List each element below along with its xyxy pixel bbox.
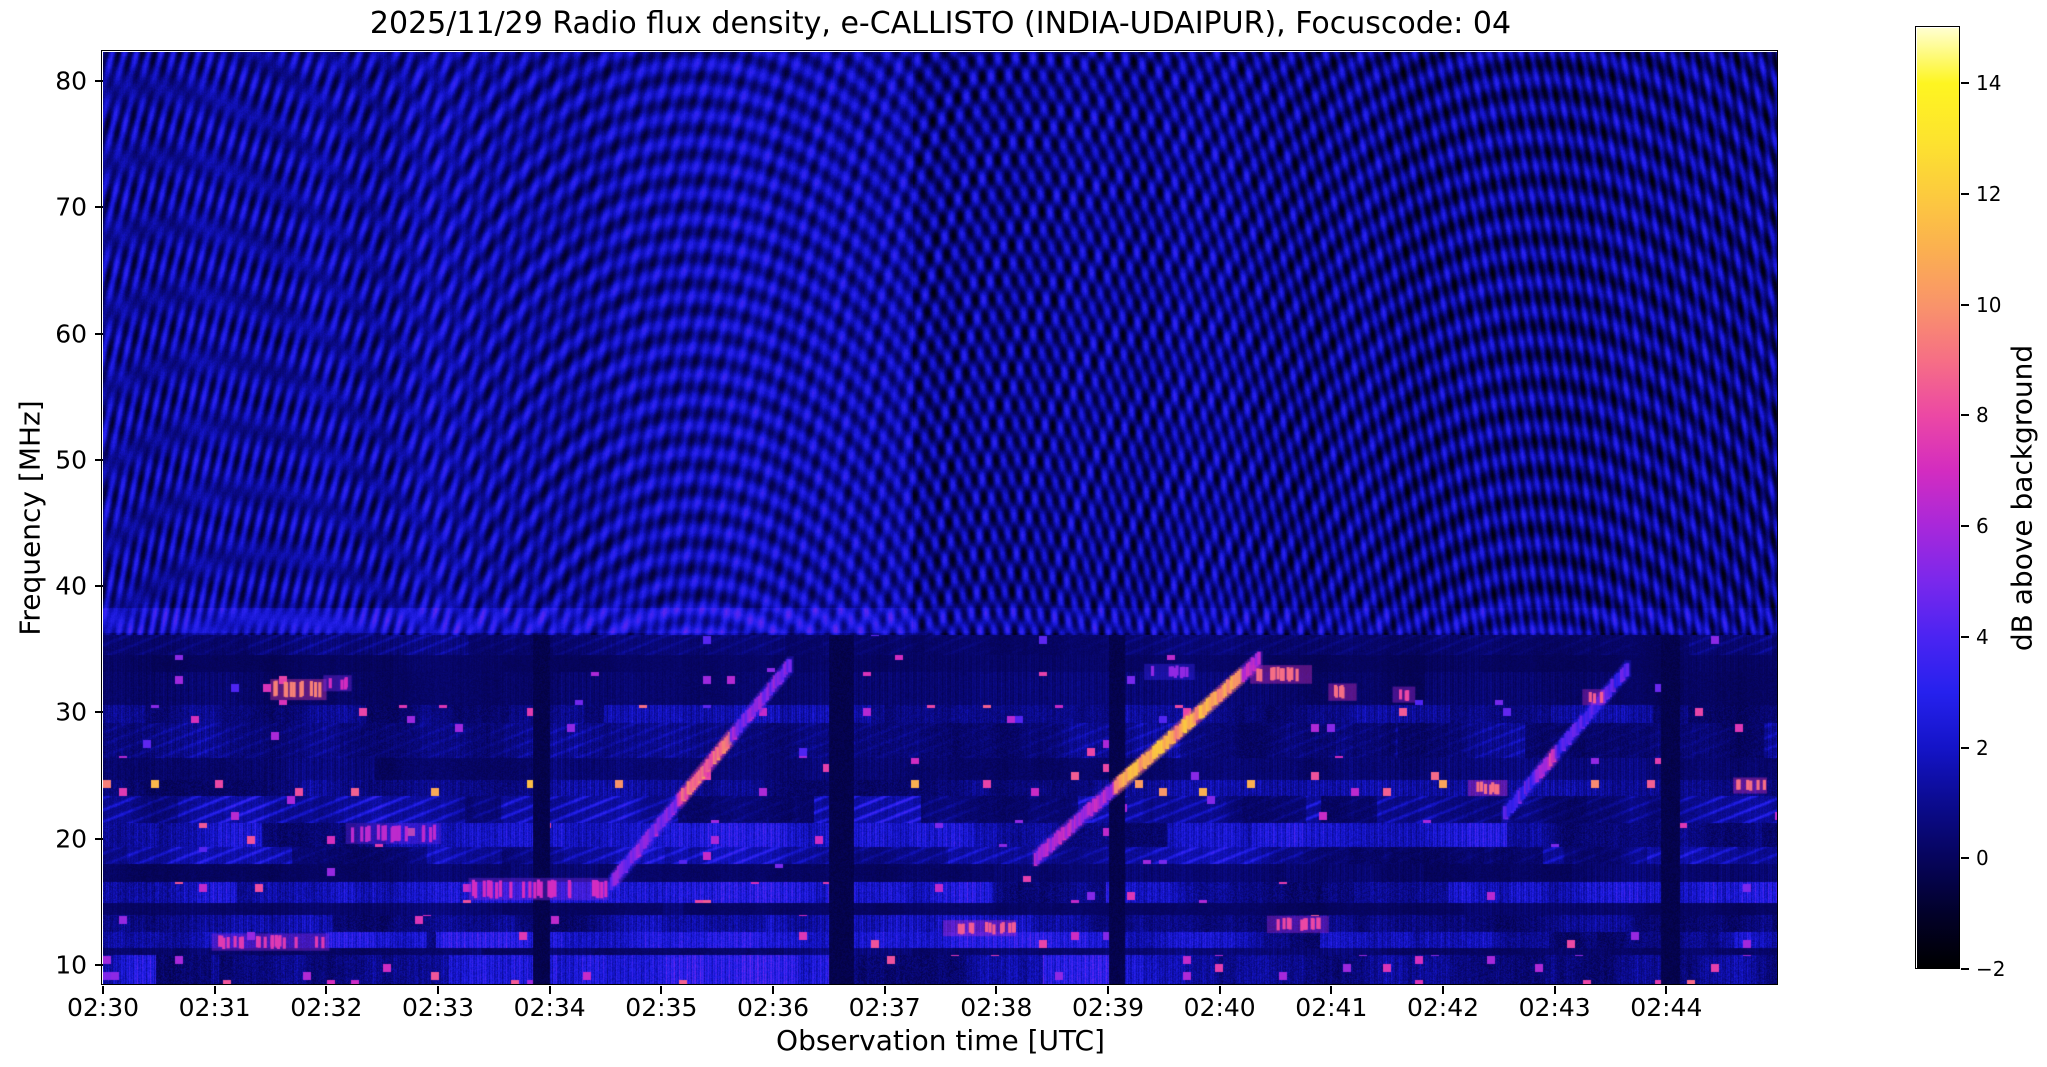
x-tick-label: 02:37 — [848, 993, 921, 1022]
x-tick-mark — [548, 986, 551, 994]
colorbar-tick-label: 10 — [1976, 292, 2002, 317]
y-tick-mark — [95, 458, 103, 461]
y-tick-label: 50 — [55, 445, 87, 475]
x-tick-mark — [102, 986, 104, 994]
y-tick-mark — [95, 711, 103, 714]
y-tick-mark — [95, 963, 103, 966]
colorbar-tick-label: 8 — [1976, 403, 1989, 428]
spectrogram-canvas — [103, 52, 1778, 985]
x-tick-mark — [325, 986, 328, 994]
y-tick-label: 20 — [55, 824, 87, 854]
colorbar-tick-mark — [1961, 193, 1969, 196]
x-tick-mark — [883, 986, 886, 994]
colorbar-tick-mark — [1961, 303, 1969, 306]
colorbar-tick-label: 2 — [1976, 735, 1989, 760]
x-tick-mark — [1665, 986, 1668, 994]
colorbar-tick-mark — [1961, 414, 1969, 417]
x-tick-label: 02:44 — [1630, 993, 1703, 1022]
y-axis-label: Frequency [MHz] — [13, 400, 47, 636]
x-tick-mark — [772, 986, 774, 994]
y-tick-mark — [95, 585, 103, 588]
x-tick-label: 02:41 — [1295, 993, 1368, 1022]
colorbar-tick-label: 12 — [1976, 182, 2002, 207]
colorbar-tick-mark — [1961, 857, 1969, 860]
x-tick-mark — [1442, 986, 1444, 994]
x-tick-mark — [1330, 986, 1333, 994]
x-tick-label: 02:43 — [1518, 993, 1591, 1022]
x-tick-mark — [660, 986, 663, 994]
y-tick-label: 70 — [55, 192, 87, 222]
colorbar-tick-mark — [1961, 635, 1969, 638]
colorbar-tick-mark — [1961, 525, 1969, 528]
colorbar-tick-label: −2 — [1976, 957, 2006, 981]
x-tick-label: 02:33 — [401, 993, 475, 1022]
x-tick-mark — [1107, 986, 1109, 994]
x-tick-label: 02:34 — [513, 993, 586, 1022]
colorbar-tick-mark — [1961, 82, 1969, 85]
x-tick-label: 02:32 — [290, 993, 363, 1022]
x-tick-label: 02:30 — [66, 993, 140, 1022]
x-axis-label: Observation time [UTC] — [776, 1024, 1105, 1057]
y-tick-label: 10 — [55, 950, 87, 980]
y-tick-mark — [95, 332, 103, 335]
x-tick-mark — [995, 986, 998, 994]
x-tick-mark — [213, 986, 216, 994]
x-tick-mark — [437, 986, 439, 994]
colorbar-tick-mark — [1961, 746, 1969, 749]
x-tick-label: 02:42 — [1406, 993, 1480, 1022]
x-tick-label: 02:31 — [178, 993, 251, 1022]
y-tick-label: 40 — [55, 571, 87, 601]
y-tick-label: 60 — [55, 319, 87, 349]
x-tick-label: 02:36 — [736, 993, 810, 1022]
x-tick-label: 02:35 — [625, 993, 698, 1022]
colorbar-tick-label: 14 — [1976, 71, 2002, 96]
colorbar-tick-label: 0 — [1976, 846, 1989, 871]
colorbar-gradient — [1917, 28, 1960, 969]
x-tick-mark — [1218, 986, 1221, 994]
colorbar-tick-mark — [1961, 968, 1969, 970]
x-tick-label: 02:40 — [1183, 993, 1256, 1022]
x-tick-mark — [1553, 986, 1556, 994]
colorbar-tick-label: 4 — [1976, 624, 1989, 649]
y-tick-mark — [95, 206, 103, 209]
x-tick-label: 02:39 — [1071, 993, 1145, 1022]
y-tick-mark — [95, 80, 103, 83]
y-tick-label: 30 — [55, 697, 87, 727]
colorbar-label: dB above background — [2005, 344, 2039, 652]
colorbar-tick-label: 6 — [1976, 514, 1989, 539]
y-tick-mark — [95, 837, 103, 840]
x-tick-label: 02:38 — [960, 993, 1033, 1022]
chart-title: 2025/11/29 Radio flux density, e-CALLIST… — [369, 6, 1512, 41]
y-tick-label: 80 — [55, 66, 87, 96]
